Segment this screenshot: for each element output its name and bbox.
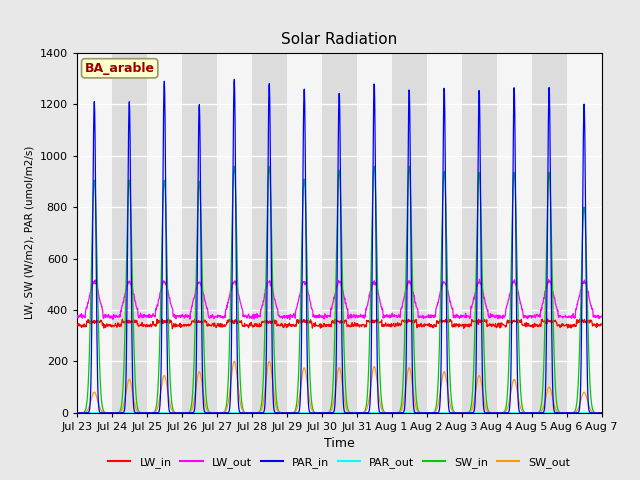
Bar bbox=[182, 53, 217, 413]
Title: Solar Radiation: Solar Radiation bbox=[281, 33, 397, 48]
Bar bbox=[392, 53, 427, 413]
Text: BA_arable: BA_arable bbox=[84, 62, 155, 75]
Bar bbox=[77, 53, 112, 413]
Y-axis label: LW, SW (W/m2), PAR (umol/m2/s): LW, SW (W/m2), PAR (umol/m2/s) bbox=[24, 146, 34, 320]
Bar bbox=[112, 53, 147, 413]
Bar bbox=[566, 53, 602, 413]
Bar bbox=[532, 53, 566, 413]
Bar bbox=[497, 53, 532, 413]
Bar bbox=[427, 53, 461, 413]
Bar bbox=[356, 53, 392, 413]
X-axis label: Time: Time bbox=[324, 437, 355, 450]
Bar bbox=[287, 53, 322, 413]
Legend: LW_in, LW_out, PAR_in, PAR_out, SW_in, SW_out: LW_in, LW_out, PAR_in, PAR_out, SW_in, S… bbox=[104, 452, 575, 472]
Bar bbox=[147, 53, 182, 413]
Bar bbox=[217, 53, 252, 413]
Bar bbox=[461, 53, 497, 413]
Bar bbox=[252, 53, 287, 413]
Bar bbox=[322, 53, 356, 413]
